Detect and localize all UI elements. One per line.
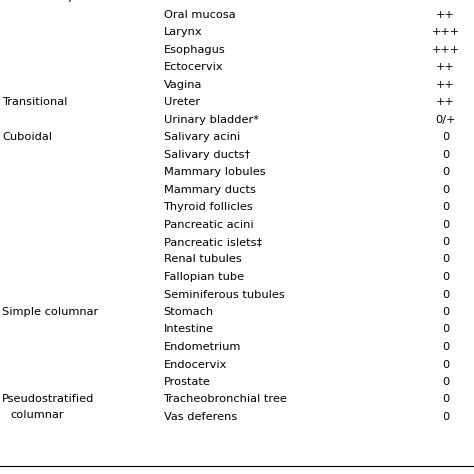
Text: Tracheobronchial tree: Tracheobronchial tree: [164, 394, 287, 404]
Text: columnar: columnar: [10, 410, 64, 420]
Text: Intestine: Intestine: [164, 325, 213, 335]
Text: 0: 0: [442, 202, 449, 212]
Text: 0: 0: [442, 219, 449, 229]
Text: 0/+: 0/+: [435, 115, 456, 125]
Text: 0: 0: [442, 359, 449, 370]
Text: ++: ++: [436, 9, 455, 19]
Text: Stratified squamous: Stratified squamous: [2, 0, 117, 2]
Text: 0: 0: [442, 272, 449, 282]
Text: +++: +++: [431, 27, 460, 37]
Text: Endocervix: Endocervix: [164, 359, 227, 370]
Text: Transitional: Transitional: [2, 97, 68, 107]
Text: Renal tubules: Renal tubules: [164, 255, 241, 264]
Text: Vagina: Vagina: [164, 80, 202, 90]
Text: Thyroid follicles: Thyroid follicles: [164, 202, 253, 212]
Text: Prostate: Prostate: [164, 377, 210, 387]
Text: Simple columnar: Simple columnar: [2, 307, 99, 317]
Text: 0: 0: [442, 132, 449, 142]
Text: Mammary lobules: Mammary lobules: [164, 167, 265, 177]
Text: 0: 0: [442, 307, 449, 317]
Text: Pseudostratified: Pseudostratified: [2, 394, 95, 404]
Text: Pancreatic acini: Pancreatic acini: [164, 219, 253, 229]
Text: 0: 0: [442, 394, 449, 404]
Text: 0: 0: [442, 325, 449, 335]
Text: 0: 0: [442, 167, 449, 177]
Text: 0: 0: [442, 149, 449, 159]
Text: Vas deferens: Vas deferens: [164, 412, 237, 422]
Text: 0: 0: [442, 342, 449, 352]
Text: 0: 0: [442, 377, 449, 387]
Text: Cuboidal: Cuboidal: [2, 132, 52, 142]
Text: ++: ++: [436, 80, 455, 90]
Text: +++: +++: [431, 0, 460, 2]
Text: Pancreatic islets‡: Pancreatic islets‡: [164, 237, 262, 247]
Text: 0: 0: [442, 255, 449, 264]
Text: 0: 0: [442, 237, 449, 247]
Text: Salivary acini: Salivary acini: [164, 132, 240, 142]
Text: 0: 0: [442, 412, 449, 422]
Text: Seminiferous tubules: Seminiferous tubules: [164, 290, 284, 300]
Text: Stomach: Stomach: [164, 307, 214, 317]
Text: +++: +++: [431, 45, 460, 55]
Text: Urinary bladder*: Urinary bladder*: [164, 115, 258, 125]
Text: Larynx: Larynx: [164, 27, 202, 37]
Text: 0: 0: [442, 184, 449, 194]
Text: ++: ++: [436, 62, 455, 72]
Text: Skin: Skin: [164, 0, 188, 2]
Text: Mammary ducts: Mammary ducts: [164, 184, 255, 194]
Text: Salivary ducts†: Salivary ducts†: [164, 149, 250, 159]
Text: Endometrium: Endometrium: [164, 342, 241, 352]
Text: Ectocervix: Ectocervix: [164, 62, 223, 72]
Text: 0: 0: [442, 290, 449, 300]
Text: Oral mucosa: Oral mucosa: [164, 9, 235, 19]
Text: Fallopian tube: Fallopian tube: [164, 272, 244, 282]
Text: ++: ++: [436, 97, 455, 107]
Text: Esophagus: Esophagus: [164, 45, 225, 55]
Text: Ureter: Ureter: [164, 97, 200, 107]
